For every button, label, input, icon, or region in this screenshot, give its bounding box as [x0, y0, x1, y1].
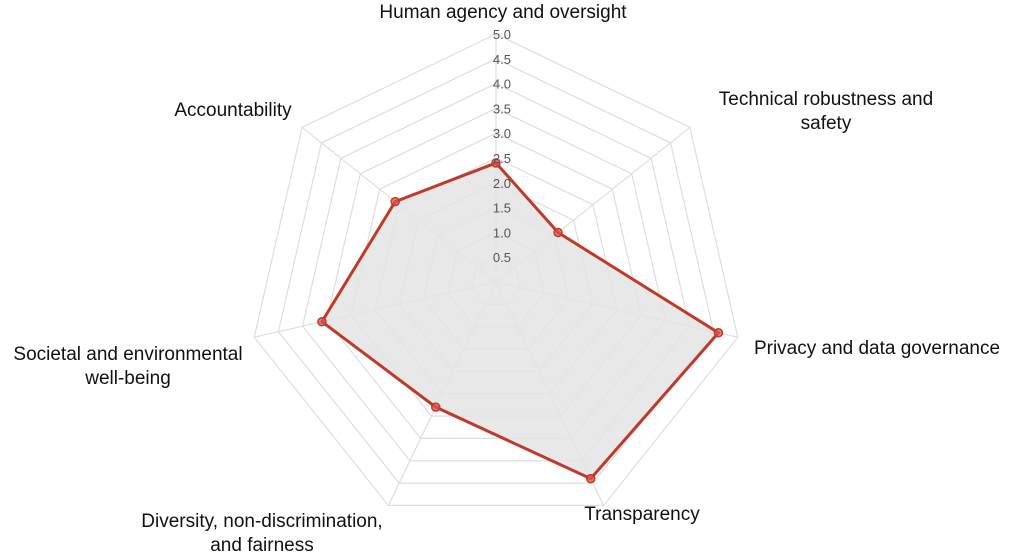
axis-label: Societal and environmental well-being — [13, 344, 242, 389]
tick-label: 1.0 — [493, 225, 511, 240]
data-point — [713, 328, 724, 338]
tick-label: 1.5 — [493, 201, 511, 216]
data-point — [317, 316, 327, 327]
radial-tick-labels: 0.5 1.0 1.5 2.0 2.5 3.0 3.5 4.0 4.5 5.0 — [493, 27, 511, 265]
axis-label: Accountability — [174, 100, 292, 121]
axis-label: Technical robustness and safety — [719, 89, 933, 134]
radar-series — [317, 158, 724, 484]
data-point — [430, 402, 441, 412]
tick-label: 2.5 — [493, 151, 511, 166]
axis-label: Human agency and oversight — [379, 2, 627, 23]
tick-label: 4.0 — [493, 77, 511, 92]
tick-label: 4.5 — [493, 52, 511, 67]
tick-label: 5.0 — [493, 27, 511, 42]
tick-label: 3.5 — [493, 101, 511, 116]
series-area — [320, 161, 720, 481]
tick-label: 3.0 — [493, 126, 511, 141]
axis-label: Diversity, non-discrimination, and fairne… — [141, 511, 382, 552]
data-point — [585, 473, 596, 484]
data-point — [491, 158, 501, 168]
tick-label: 2.0 — [493, 176, 511, 191]
grid-ring — [326, 107, 666, 440]
tick-label: 0.5 — [493, 250, 511, 265]
grid-ring — [253, 33, 739, 507]
axis-label: Privacy and data governance — [754, 338, 1000, 359]
grid-ring — [277, 58, 715, 484]
axis-label: Transparency — [584, 504, 700, 525]
grid-ring — [301, 82, 691, 462]
data-point — [390, 196, 400, 207]
data-point — [553, 227, 563, 238]
axis-labels: Human agency and oversight Technical robu… — [13, 2, 1000, 552]
